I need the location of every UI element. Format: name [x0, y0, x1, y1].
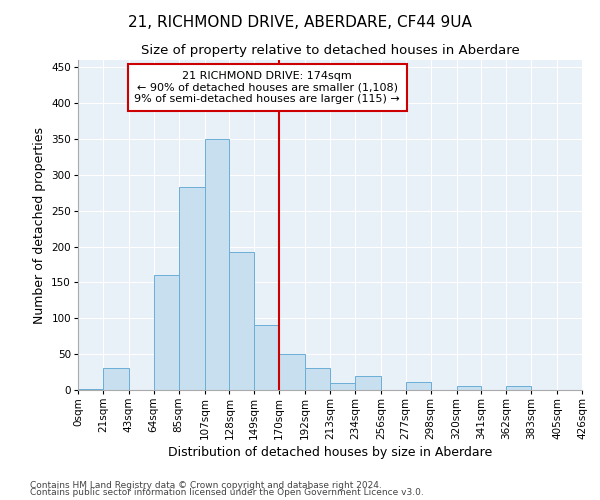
Bar: [154, 275, 179, 390]
Bar: [330, 383, 355, 390]
Bar: [279, 354, 305, 390]
Y-axis label: Number of detached properties: Number of detached properties: [33, 126, 46, 324]
Bar: [506, 386, 531, 390]
Bar: [103, 368, 129, 390]
Bar: [205, 139, 229, 390]
Title: Size of property relative to detached houses in Aberdare: Size of property relative to detached ho…: [140, 44, 520, 58]
X-axis label: Distribution of detached houses by size in Aberdare: Distribution of detached houses by size …: [168, 446, 492, 459]
Bar: [582, 387, 600, 390]
Bar: [305, 368, 330, 390]
Bar: [179, 187, 205, 390]
Text: Contains HM Land Registry data © Crown copyright and database right 2024.: Contains HM Land Registry data © Crown c…: [30, 480, 382, 490]
Text: Contains public sector information licensed under the Open Government Licence v3: Contains public sector information licen…: [30, 488, 424, 497]
Bar: [78, 388, 103, 390]
Bar: [406, 382, 431, 390]
Text: 21, RICHMOND DRIVE, ABERDARE, CF44 9UA: 21, RICHMOND DRIVE, ABERDARE, CF44 9UA: [128, 15, 472, 30]
Bar: [254, 324, 279, 390]
Bar: [229, 252, 254, 390]
Bar: [457, 386, 481, 390]
Text: 21 RICHMOND DRIVE: 174sqm
← 90% of detached houses are smaller (1,108)
9% of sem: 21 RICHMOND DRIVE: 174sqm ← 90% of detac…: [134, 71, 400, 104]
Bar: [355, 376, 381, 390]
